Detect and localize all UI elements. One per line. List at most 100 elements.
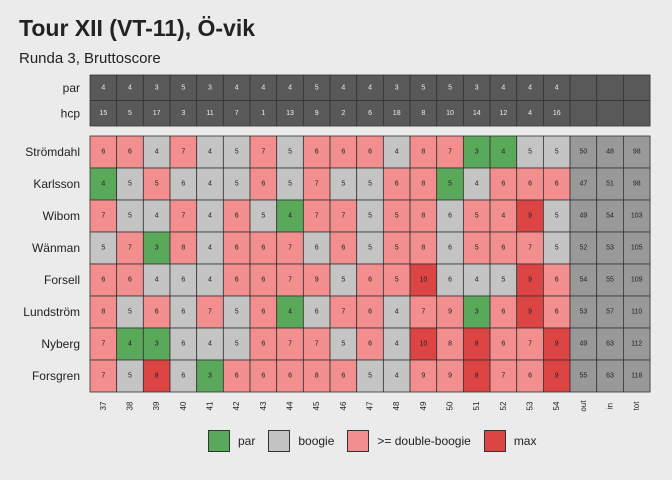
score-cell	[249, 327, 278, 361]
score-value: 7	[288, 277, 292, 284]
score-value: 6	[235, 245, 239, 252]
score-cell	[89, 359, 118, 393]
score-value: 6	[448, 213, 452, 220]
score-value: 7	[181, 149, 185, 156]
score-value: 9	[528, 213, 532, 220]
hcp-cell	[489, 100, 518, 127]
score-value: 7	[101, 373, 105, 380]
score-value: 10	[419, 341, 427, 348]
score-cell	[462, 295, 491, 329]
par-value: 3	[395, 84, 399, 91]
par-cell	[89, 74, 118, 101]
hcp-cell	[169, 100, 198, 127]
score-value: 5	[235, 309, 239, 316]
score-cell	[169, 359, 198, 393]
score-cell	[516, 295, 544, 329]
hcp-cell	[516, 100, 544, 127]
score-cell	[516, 167, 544, 201]
score-cell	[89, 263, 118, 297]
score-cell	[356, 135, 384, 169]
score-value: 4	[501, 213, 505, 220]
total-cell-tot	[623, 135, 651, 169]
score-value: 6	[341, 373, 345, 380]
score-cell	[436, 327, 464, 361]
score-value: 4	[208, 341, 212, 348]
score-cell	[249, 199, 278, 233]
score-cell	[302, 263, 331, 297]
score-value: 6	[501, 181, 505, 188]
score-value: 6	[368, 277, 372, 284]
x-tick-label: 46	[339, 401, 348, 410]
hcp-value: 10	[446, 110, 454, 117]
score-value: 3	[475, 309, 479, 316]
score-value: 4	[208, 245, 212, 252]
score-value: 4	[208, 213, 212, 220]
legend-swatch-double-boogie	[347, 430, 370, 452]
score-cell	[169, 167, 198, 201]
score-value: 5	[368, 213, 372, 220]
score-value: 5	[341, 341, 345, 348]
score-value: 5	[395, 213, 399, 220]
total-cell-tot	[623, 263, 651, 297]
score-value: 6	[315, 309, 319, 316]
score-cell	[249, 167, 278, 201]
score-value: 6	[128, 149, 132, 156]
score-value: 3	[208, 373, 212, 380]
score-cell	[329, 359, 358, 393]
chart-title: Tour XII (VT-11), Ö-vik	[19, 15, 256, 41]
total-value-tot: 98	[633, 149, 641, 156]
score-value: 9	[421, 373, 425, 380]
score-value: 5	[395, 245, 399, 252]
total-cell-in	[596, 199, 624, 233]
player-name-wänman: Wänman	[32, 241, 80, 255]
score-cell	[196, 231, 224, 265]
score-cell	[276, 167, 304, 201]
score-cell	[329, 167, 358, 201]
score-value: 5	[128, 181, 132, 188]
score-value: 6	[181, 277, 185, 284]
score-cell	[89, 295, 118, 329]
score-value: 6	[448, 245, 452, 252]
score-cell	[382, 327, 411, 361]
par-value: 4	[341, 84, 345, 91]
score-cell	[489, 135, 518, 169]
score-value: 5	[235, 181, 239, 188]
x-tick-label: 54	[552, 401, 561, 410]
par-cell	[596, 74, 624, 101]
par-cell	[623, 74, 651, 101]
score-value: 5	[501, 277, 505, 284]
score-cell	[489, 199, 518, 233]
hcp-cell	[623, 100, 651, 127]
score-value: 5	[261, 213, 265, 220]
par-cell	[516, 74, 544, 101]
hcp-value: 3	[181, 110, 185, 117]
score-value: 6	[315, 149, 319, 156]
total-value-in: 55	[606, 277, 614, 284]
score-cell	[196, 295, 224, 329]
score-value: 6	[155, 309, 159, 316]
player-name-nyberg: Nyberg	[41, 337, 80, 351]
total-value-tot: 109	[631, 277, 643, 284]
score-value: 6	[368, 341, 372, 348]
score-value: 9	[528, 277, 532, 284]
score-cell	[169, 263, 198, 297]
legend-swatch-par	[208, 430, 230, 452]
score-value: 6	[528, 181, 532, 188]
score-value: 7	[501, 373, 505, 380]
player-name-karlsson: Karlsson	[33, 177, 80, 191]
total-cell-tot	[623, 199, 651, 233]
score-value: 4	[208, 277, 212, 284]
score-cell	[489, 167, 518, 201]
score-cell	[249, 359, 278, 393]
score-value: 8	[421, 149, 425, 156]
score-cell	[516, 263, 544, 297]
score-value: 6	[128, 277, 132, 284]
x-tick-label: out	[579, 400, 588, 412]
score-cell	[409, 263, 438, 297]
score-value: 4	[395, 341, 399, 348]
score-value: 5	[128, 373, 132, 380]
score-cell	[356, 263, 384, 297]
total-value-tot: 112	[631, 341, 642, 348]
score-value: 6	[181, 373, 185, 380]
par-cell	[489, 74, 518, 101]
